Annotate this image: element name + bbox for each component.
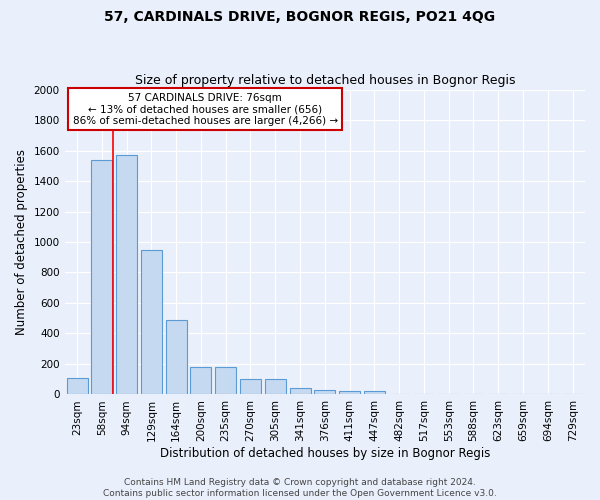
Text: 57 CARDINALS DRIVE: 76sqm
← 13% of detached houses are smaller (656)
86% of semi: 57 CARDINALS DRIVE: 76sqm ← 13% of detac… [73,92,338,126]
Bar [339,392,360,394]
Text: Contains HM Land Registry data © Crown copyright and database right 2024.
Contai: Contains HM Land Registry data © Crown c… [103,478,497,498]
Bar [67,378,88,394]
Bar [190,367,211,394]
Title: Size of property relative to detached houses in Bognor Regis: Size of property relative to detached ho… [134,74,515,87]
Y-axis label: Number of detached properties: Number of detached properties [15,149,28,335]
X-axis label: Distribution of detached houses by size in Bognor Regis: Distribution of detached houses by size … [160,447,490,460]
Bar [215,367,236,394]
Bar [166,320,187,394]
Bar [116,155,137,394]
Bar [290,388,311,394]
Bar [91,160,112,394]
Bar [265,379,286,394]
Text: 57, CARDINALS DRIVE, BOGNOR REGIS, PO21 4QG: 57, CARDINALS DRIVE, BOGNOR REGIS, PO21 … [104,10,496,24]
Bar [314,390,335,394]
Bar [240,379,261,394]
Bar [141,250,162,394]
Bar [364,392,385,394]
